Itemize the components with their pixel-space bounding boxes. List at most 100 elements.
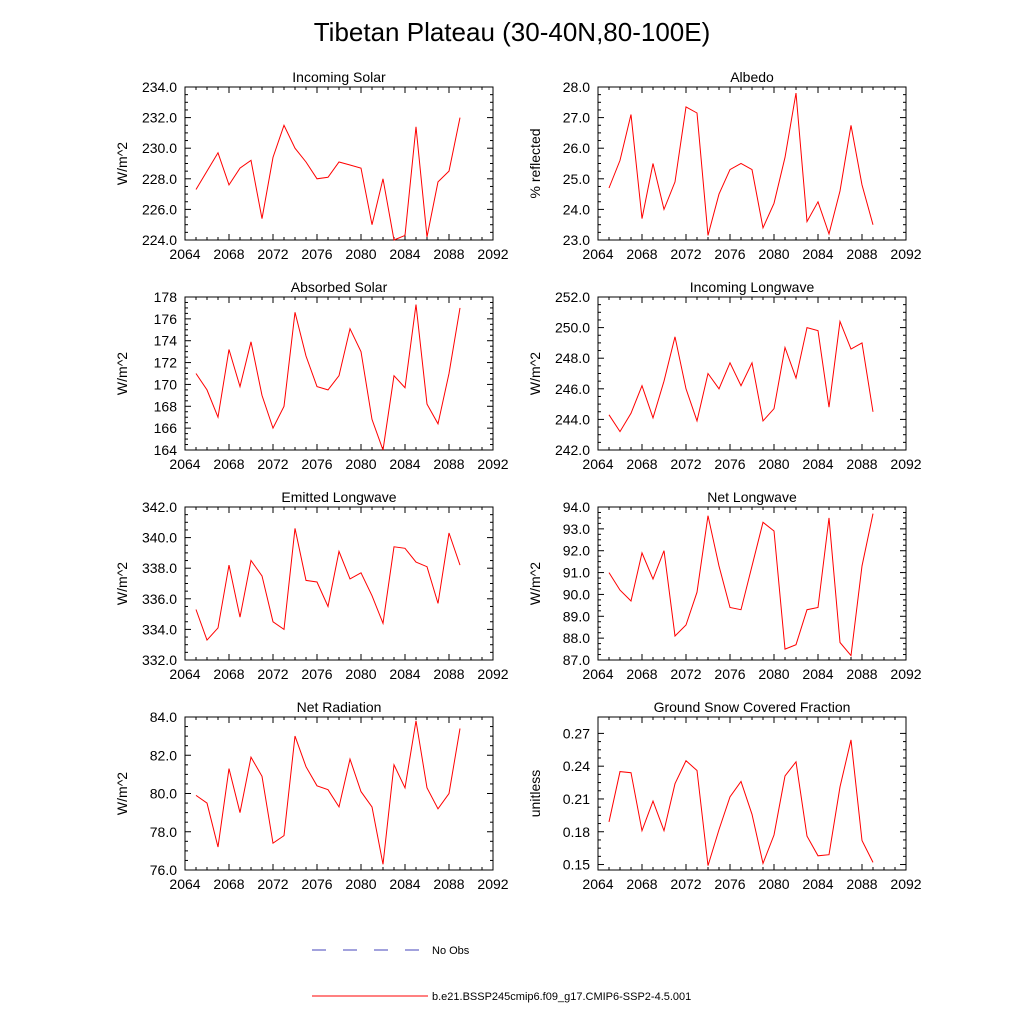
y-tick-label: 224.0 [142, 232, 177, 248]
x-tick-label: 2084 [389, 456, 420, 472]
x-tick-label: 2072 [257, 666, 288, 682]
series-line [195, 304, 461, 451]
panel-4: Emitted Longwave W/m^2 2064 2068 2072 2076 208… [114, 489, 509, 682]
x-tick-label: 2068 [626, 246, 657, 262]
series-line [608, 319, 874, 433]
y-tick-label: 26.0 [563, 140, 590, 156]
x-tick-label: 2068 [213, 666, 244, 682]
y-tick-label: 242.0 [555, 442, 590, 458]
x-tick-label: 2092 [477, 456, 508, 472]
x-tick-label: 2088 [846, 246, 877, 262]
y-tick-label: 230.0 [142, 140, 177, 156]
y-axis-label: W/m^2 [527, 352, 543, 395]
x-tick-label: 2068 [213, 246, 244, 262]
y-axis-label: % reflected [527, 128, 543, 198]
y-tick-label: 172 [154, 355, 178, 371]
panel-5: Net Longwave W/m^2 2064 2068 2072 2076 2080 208… [527, 489, 922, 682]
panel-2: Absorbed Solar W/m^2 2064 2068 2072 2076 2080 2… [114, 279, 509, 472]
x-tick-label: 2072 [670, 456, 701, 472]
y-tick-label: 252.0 [555, 289, 590, 305]
y-tick-label: 234.0 [142, 79, 177, 95]
x-tick-label: 2068 [213, 456, 244, 472]
x-tick-label: 2076 [301, 876, 332, 892]
x-tick-label: 2080 [345, 456, 376, 472]
x-tick-label: 2084 [802, 246, 833, 262]
y-axis-label: W/m^2 [114, 772, 130, 815]
x-tick-label: 2068 [626, 456, 657, 472]
x-tick-label: 2064 [169, 246, 200, 262]
y-tick-label: 0.24 [563, 758, 590, 774]
x-tick-label: 2072 [257, 456, 288, 472]
y-tick-label: 28.0 [563, 79, 590, 95]
series-line [608, 513, 874, 657]
x-tick-label: 2068 [626, 876, 657, 892]
panel-grid: Incoming Solar W/m^2 2064 2068 2072 2076 2080 2… [114, 69, 922, 892]
y-tick-label: 342.0 [142, 499, 177, 515]
series-line [195, 117, 461, 241]
series-line [608, 739, 874, 866]
y-tick-label: 84.0 [150, 709, 177, 725]
x-tick-label: 2080 [758, 246, 789, 262]
x-tick-label: 2080 [758, 876, 789, 892]
y-tick-label: 164 [154, 442, 178, 458]
plot-frame [184, 716, 494, 871]
x-tick-label: 2068 [626, 666, 657, 682]
x-tick-label: 2084 [389, 246, 420, 262]
x-tick-label: 2092 [477, 666, 508, 682]
plot-frame [597, 86, 907, 241]
y-tick-label: 0.21 [563, 791, 590, 807]
y-tick-label: 178 [154, 289, 178, 305]
y-tick-label: 168 [154, 398, 178, 414]
x-tick-label: 2092 [477, 246, 508, 262]
x-tick-label: 2064 [169, 666, 200, 682]
plot-frame [597, 716, 907, 871]
x-tick-label: 2072 [670, 246, 701, 262]
panel-6: Net Radiation W/m^2 2064 2068 2072 2076 2080 20… [114, 699, 509, 892]
x-tick-label: 2076 [714, 456, 745, 472]
y-tick-label: 338.0 [142, 560, 177, 576]
x-tick-label: 2076 [714, 876, 745, 892]
x-tick-label: 2072 [257, 246, 288, 262]
panel-1: Albedo % reflected 2064 2068 2072 2076 2080 208… [527, 69, 922, 262]
panel-title: Ground Snow Covered Fraction [654, 699, 851, 715]
y-tick-label: 80.0 [150, 786, 177, 802]
x-tick-label: 2080 [345, 246, 376, 262]
plot-frame [184, 506, 494, 661]
y-tick-label: 0.15 [563, 857, 590, 873]
y-tick-label: 340.0 [142, 530, 177, 546]
legend-no-obs-label: No Obs [432, 945, 470, 957]
x-tick-label: 2088 [846, 456, 877, 472]
y-axis-label: W/m^2 [114, 562, 130, 605]
x-tick-label: 2084 [389, 666, 420, 682]
x-tick-label: 2064 [582, 666, 613, 682]
x-tick-label: 2080 [345, 666, 376, 682]
y-tick-label: 76.0 [150, 862, 177, 878]
y-tick-label: 228.0 [142, 171, 177, 187]
y-tick-label: 23.0 [563, 232, 590, 248]
y-tick-label: 87.0 [563, 652, 590, 668]
y-tick-label: 91.0 [563, 565, 590, 581]
x-tick-label: 2088 [846, 666, 877, 682]
y-tick-label: 90.0 [563, 586, 590, 602]
plot-frame [184, 296, 494, 451]
series-line [195, 528, 461, 642]
x-tick-label: 2068 [213, 876, 244, 892]
y-tick-label: 244.0 [555, 411, 590, 427]
panel-7: Ground Snow Covered Fraction unitless 2064… [527, 699, 922, 892]
panel-title: Absorbed Solar [291, 279, 388, 295]
x-tick-label: 2084 [389, 876, 420, 892]
y-tick-label: 92.0 [563, 543, 590, 559]
x-tick-label: 2076 [301, 246, 332, 262]
x-tick-label: 2076 [714, 666, 745, 682]
x-tick-label: 2080 [758, 456, 789, 472]
y-tick-label: 170 [154, 376, 178, 392]
x-tick-label: 2084 [802, 456, 833, 472]
panel-title: Emitted Longwave [281, 489, 396, 505]
x-tick-label: 2064 [169, 456, 200, 472]
series-line [195, 720, 461, 865]
y-tick-label: 174 [154, 333, 178, 349]
y-tick-label: 334.0 [142, 621, 177, 637]
x-tick-label: 2084 [802, 876, 833, 892]
x-tick-label: 2076 [301, 456, 332, 472]
y-tick-label: 88.0 [563, 630, 590, 646]
